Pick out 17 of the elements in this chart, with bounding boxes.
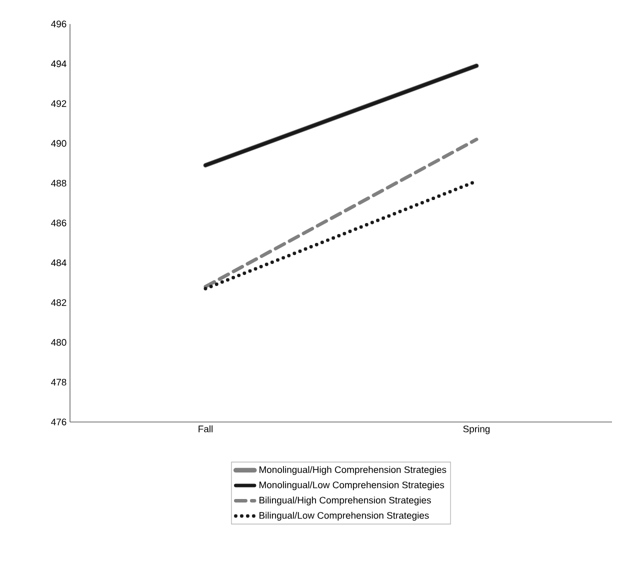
y-tick-label: 488 <box>51 180 66 187</box>
y-tick-label: 492 <box>51 100 66 107</box>
legend-label: Monolingual/Low Comprehension Strategies <box>260 481 444 490</box>
y-tick-label: 484 <box>51 259 66 266</box>
legend-label: Bilingual/Low Comprehension Strategies <box>260 512 429 521</box>
y-tick-label: 496 <box>51 20 66 28</box>
y-tick-label: 478 <box>51 378 66 386</box>
y-tick-label: 476 <box>51 418 66 426</box>
y-tick-label: 486 <box>51 220 66 226</box>
legend-label: Bilingual/High Comprehension Strategies <box>260 496 431 506</box>
legend-label: Monolingual/High Comprehension Strategies <box>260 466 446 475</box>
y-tick-label: 480 <box>51 339 66 346</box>
x-tick-label: Fall <box>198 425 212 432</box>
y-tick-label: 490 <box>51 140 66 147</box>
y-tick-label: 482 <box>51 299 66 306</box>
y-tick-label: 494 <box>51 60 66 68</box>
x-tick-label: Spring <box>463 425 490 434</box>
